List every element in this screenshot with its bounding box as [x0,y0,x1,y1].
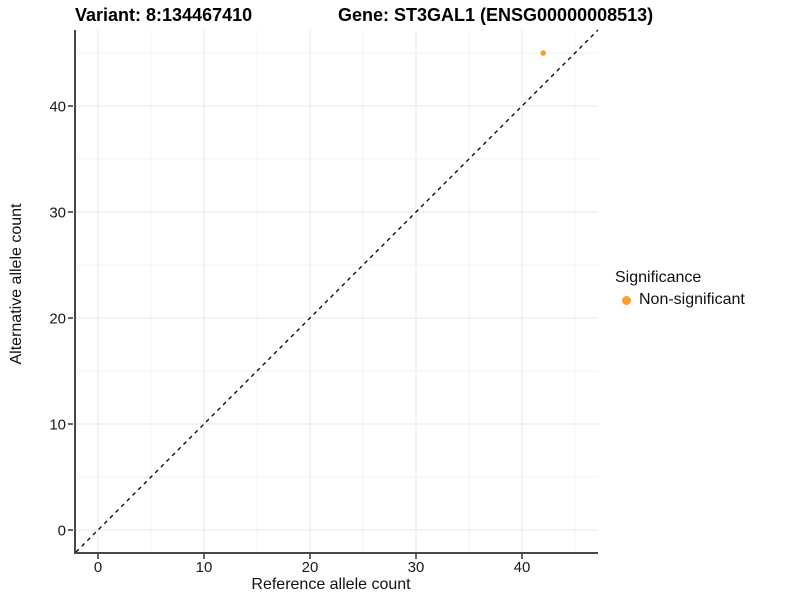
x-axis-title: Reference allele count [251,576,411,593]
x-tick-label: 30 [408,559,425,576]
data-point [540,50,546,56]
axis-lines-layer [74,30,598,554]
identity-line-layer [75,29,599,553]
y-tick-label: 0 [58,523,66,540]
identity-line [75,29,599,553]
y-tick-label: 20 [49,311,66,328]
x-tick-label: 20 [302,559,319,576]
plot-title-variant: Variant: 8:134467410 [75,5,252,25]
y-tick-label: 30 [49,205,66,222]
y-axis-title: Alternative allele count [8,203,25,365]
legend-item-label: Non-significant [639,291,745,308]
x-tick-label: 0 [94,559,102,576]
major-gridlines [75,30,598,552]
legend: Significance Non-significant [615,268,745,310]
y-tick-label: 40 [49,99,66,116]
minor-gridlines [75,30,598,552]
legend-title: Significance [615,269,702,286]
data-points-layer [540,50,546,56]
tick-marks-layer [68,105,523,559]
plot-title-gene: Gene: ST3GAL1 (ENSG00000008513) [338,5,653,25]
legend-items: Non-significant [615,290,745,310]
x-tick-label: 40 [514,559,531,576]
tick-labels-layer: 0 10 20 30 40 0 10 20 30 40 [49,99,530,577]
legend-item: Non-significant [615,290,745,310]
x-tick-label: 10 [196,559,213,576]
y-tick-label: 10 [49,417,66,434]
legend-point-icon [622,295,631,305]
